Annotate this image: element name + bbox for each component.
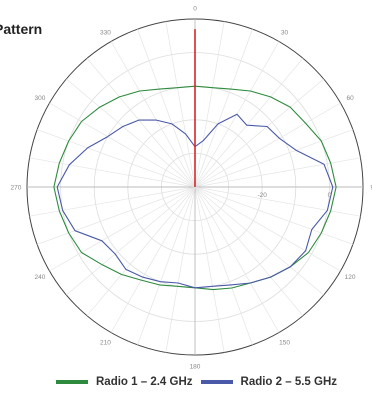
- legend-label-radio-1: Radio 1 – 2.4 GHz: [96, 376, 193, 388]
- grid-spoke: [194, 58, 304, 188]
- grid-spoke: [194, 186, 361, 217]
- grid-spoke: [137, 186, 196, 345]
- angle-tick-label: 180: [190, 364, 201, 370]
- angle-tick-label: 120: [345, 274, 356, 281]
- radial-tick-label: -20: [257, 192, 267, 199]
- grid-spoke: [194, 186, 353, 245]
- grid-spoke: [194, 102, 341, 188]
- grid-spoke: [194, 186, 324, 296]
- grid-spoke: [194, 186, 253, 345]
- series-line-2: [56, 113, 334, 289]
- angle-tick-label: 240: [34, 274, 45, 281]
- legend: Radio 1 – 2.4 GHz Radio 2 – 5.5 GHz: [56, 376, 345, 388]
- angle-tick-label: 30: [281, 29, 289, 36]
- angle-tick-label: 210: [100, 340, 111, 347]
- grid-spoke: [194, 186, 341, 272]
- grid-spoke: [194, 129, 353, 188]
- grid-spoke: [66, 78, 196, 188]
- grid-spoke: [194, 186, 304, 316]
- grid-spoke: [194, 29, 253, 188]
- polar-series: [53, 29, 337, 291]
- angle-tick-label: 150: [279, 340, 290, 347]
- grid-spoke: [194, 186, 280, 333]
- grid-spoke: [165, 21, 196, 188]
- polar-chart: 0 30 60 90 120 150 180 210 240 270 300 330 -20 0: [10, 5, 372, 370]
- grid-spoke: [194, 21, 225, 188]
- angle-tick-label: 270: [10, 185, 21, 192]
- legend-swatch-radio-2: [200, 380, 233, 384]
- grid-spoke: [194, 186, 225, 353]
- legend-label-radio-2: Radio 2 – 5.5 GHz: [240, 376, 338, 388]
- angle-tick-label: 330: [100, 29, 111, 36]
- grid-spoke: [29, 186, 196, 217]
- grid-spoke: [110, 186, 196, 333]
- legend-swatch-radio-1: [56, 380, 88, 384]
- grid-spoke: [37, 186, 196, 245]
- radial-tick-label: 0: [328, 192, 332, 199]
- grid-spoke: [66, 186, 196, 296]
- grid-spoke: [86, 186, 196, 316]
- legend-item-radio-1: Radio 1 – 2.4 GHz: [56, 376, 193, 388]
- grid-spoke: [194, 78, 324, 188]
- angle-tick-label: 0: [193, 5, 197, 12]
- grid-spoke: [29, 157, 196, 188]
- grid-spoke: [194, 157, 361, 188]
- legend-item-radio-2: Radio 2 – 5.5 GHz: [200, 376, 338, 388]
- grid-spoke: [86, 58, 196, 188]
- grid-spoke: [49, 186, 196, 272]
- angle-tick-label: 60: [346, 95, 354, 102]
- grid-spoke: [49, 102, 196, 188]
- chart-title: Pattern: [0, 21, 43, 37]
- grid-spoke: [137, 29, 196, 188]
- grid-spoke: [165, 186, 196, 353]
- polar-labels: 0 30 60 90 120 150 180 210 240 270 300 330 -20 0: [10, 5, 372, 370]
- grid-spoke: [37, 129, 196, 188]
- angle-tick-label: 300: [34, 95, 45, 102]
- angle-tick-label: 90: [370, 185, 372, 192]
- grid-spoke: [110, 41, 196, 188]
